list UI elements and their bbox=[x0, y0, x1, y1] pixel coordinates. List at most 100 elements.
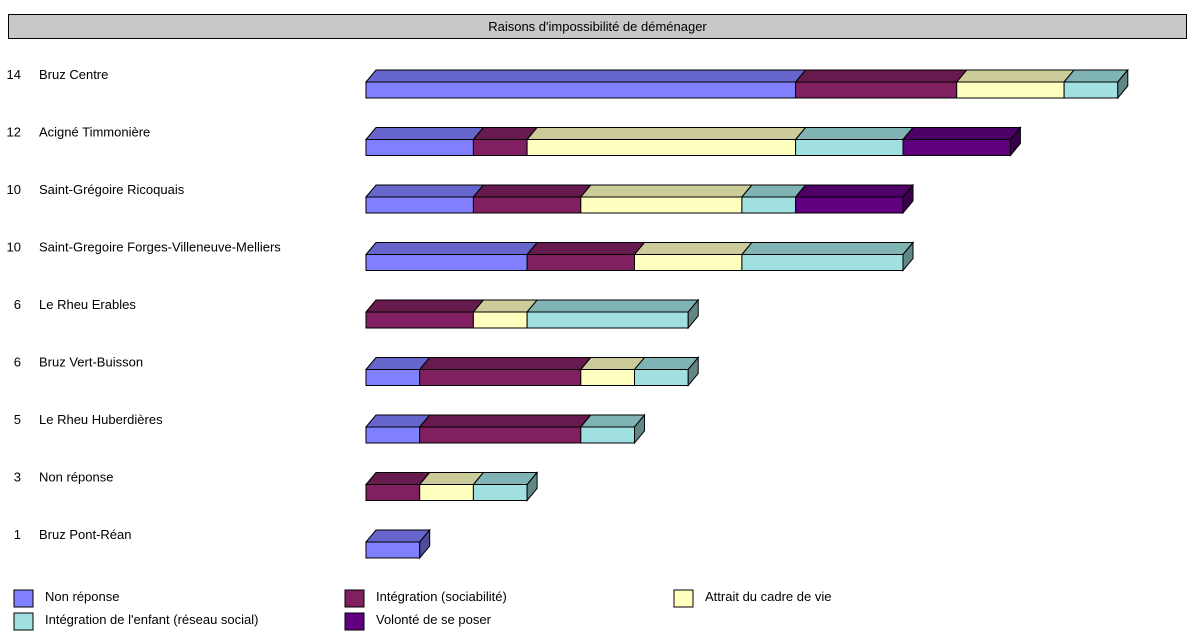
bar-top-face bbox=[526, 127, 807, 140]
bar-side-face bbox=[1009, 126, 1021, 157]
row-label: Bruz Pont-Réan bbox=[39, 527, 132, 542]
row-count: 3 bbox=[14, 470, 21, 485]
bar-side-face bbox=[419, 528, 431, 560]
bar-top-face bbox=[633, 242, 753, 255]
bar-top-face bbox=[364, 357, 431, 370]
row-count: 6 bbox=[14, 355, 21, 370]
bar-top-face bbox=[740, 184, 807, 198]
legend-label: Attrait du cadre de vie bbox=[705, 589, 831, 604]
bar-side-face bbox=[1117, 68, 1129, 100]
row-count: 5 bbox=[14, 412, 21, 427]
bar-top-face bbox=[794, 127, 915, 140]
bar-segment bbox=[741, 196, 797, 214]
bar-segment bbox=[419, 426, 582, 444]
bar-segment bbox=[365, 484, 421, 501]
bar-segment bbox=[365, 196, 474, 214]
bar-segment bbox=[580, 426, 635, 444]
bar-segment bbox=[580, 196, 743, 214]
bar-top-face bbox=[418, 472, 485, 485]
bar-top-face bbox=[633, 357, 700, 370]
bar-segment bbox=[365, 426, 421, 444]
bar-top-face bbox=[472, 127, 539, 140]
bar-segment bbox=[634, 369, 689, 386]
bar-segment bbox=[365, 139, 474, 156]
bar-segment bbox=[956, 81, 1065, 99]
bar-segment bbox=[526, 139, 797, 156]
bar-top-face bbox=[794, 184, 915, 198]
row-label: Saint-Grégoire Ricoquais bbox=[39, 182, 185, 197]
row-count: 10 bbox=[7, 240, 21, 255]
bar-segment bbox=[902, 139, 1011, 156]
bar-side-face bbox=[687, 356, 699, 387]
row-label: Non réponse bbox=[39, 470, 113, 485]
legend-swatch bbox=[13, 589, 34, 608]
bar-top-face bbox=[579, 184, 753, 198]
bar-segment bbox=[741, 254, 904, 271]
bar-segment bbox=[365, 254, 528, 271]
row-count: 6 bbox=[14, 297, 21, 312]
legend-label: Intégration (sociabilité) bbox=[376, 589, 507, 604]
row-count: 14 bbox=[7, 67, 21, 82]
legend-swatch bbox=[673, 589, 694, 608]
bar-segment bbox=[365, 81, 797, 99]
bar-side-face bbox=[902, 241, 914, 272]
row-label: Bruz Centre bbox=[39, 67, 108, 82]
bar-top-face bbox=[1063, 69, 1129, 83]
legend-swatch bbox=[344, 612, 365, 631]
row-count: 12 bbox=[7, 125, 21, 140]
bar-segment bbox=[795, 139, 904, 156]
bar-top-face bbox=[364, 414, 431, 428]
bar-top-face bbox=[579, 357, 646, 370]
bar-top-face bbox=[526, 242, 646, 255]
bar-segment bbox=[795, 81, 958, 99]
legend-label: Intégration de l'enfant (réseau social) bbox=[45, 612, 259, 627]
bar-top-face bbox=[418, 357, 592, 370]
bar-top-face bbox=[472, 184, 592, 198]
bar-segment bbox=[365, 311, 474, 329]
bar-segment bbox=[472, 139, 528, 156]
bar-segment bbox=[472, 311, 528, 329]
bar-segment bbox=[580, 369, 635, 386]
bar-segment bbox=[419, 484, 474, 501]
bar-top-face bbox=[472, 299, 539, 313]
row-count: 1 bbox=[14, 527, 21, 542]
bar-segment bbox=[472, 196, 582, 214]
bar-top-face bbox=[364, 529, 431, 543]
bar-segment bbox=[365, 369, 421, 386]
row-label: Le Rheu Huberdières bbox=[39, 412, 163, 427]
bar-top-face bbox=[418, 414, 592, 428]
legend-swatch bbox=[13, 612, 34, 631]
bar-segment bbox=[526, 311, 689, 329]
bar-top-face bbox=[364, 472, 431, 485]
bar-top-face bbox=[472, 472, 539, 485]
bar-top-face bbox=[364, 299, 485, 313]
legend-label: Volonté de se poser bbox=[376, 612, 492, 627]
legend-label: Non réponse bbox=[45, 589, 119, 604]
bar-side-face bbox=[634, 413, 645, 445]
bar-top-face bbox=[364, 242, 539, 255]
bar-top-face bbox=[740, 242, 915, 255]
row-count: 10 bbox=[7, 182, 21, 197]
row-label: Bruz Vert-Buisson bbox=[39, 355, 143, 370]
bar-side-face bbox=[902, 183, 914, 215]
bar-segment bbox=[472, 484, 528, 501]
bar-top-face bbox=[364, 69, 807, 83]
legend-swatch bbox=[344, 589, 365, 608]
bar-top-face bbox=[794, 69, 968, 83]
bar-segment bbox=[795, 196, 904, 214]
bar-segment bbox=[634, 254, 743, 271]
bar-segment bbox=[1063, 81, 1119, 99]
row-label: Le Rheu Erables bbox=[39, 297, 136, 312]
bar-top-face bbox=[955, 69, 1076, 83]
row-label: Saint-Gregoire Forges-Villeneuve-Mellier… bbox=[39, 240, 281, 255]
bar-segment bbox=[526, 254, 635, 271]
bar-top-face bbox=[901, 127, 1022, 140]
bar-top-face bbox=[364, 184, 485, 198]
bar-top-face bbox=[526, 299, 700, 313]
row-label: Acigné Timmonière bbox=[39, 125, 150, 140]
bar-segment bbox=[419, 369, 582, 386]
bar-segment bbox=[365, 541, 421, 559]
bar-side-face bbox=[687, 298, 699, 330]
bar-top-face bbox=[579, 414, 646, 428]
